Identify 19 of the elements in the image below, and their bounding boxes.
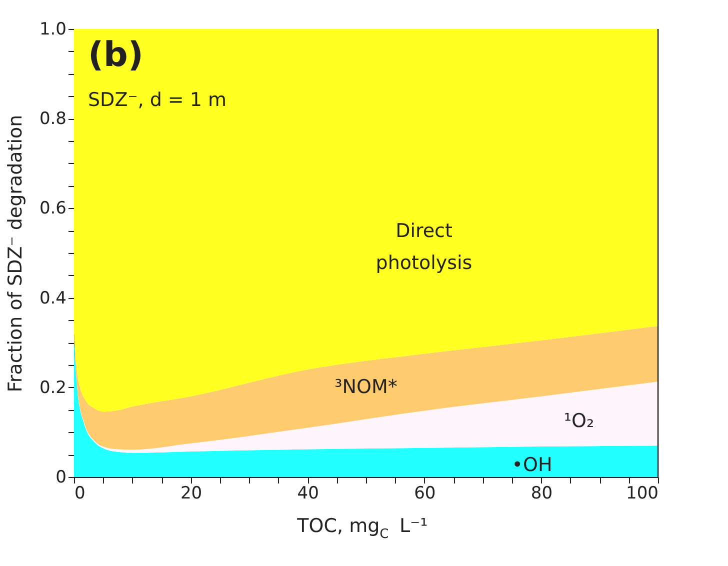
x-tick-label: 40 [297,484,319,504]
series-label: ³NOM* [334,376,398,398]
x-tick-label: 20 [180,484,202,504]
x-tick-label: 0 [74,484,86,504]
y-axis-title: Fraction of SDZ⁻ degradation [4,114,26,392]
y-tick-label: 1.0 [39,20,66,40]
series-label: ¹O₂ [564,410,594,432]
y-tick-label: 0.8 [39,109,66,130]
annotation: SDZ⁻, d = 1 m [88,89,227,111]
series-label: Direct photolysis [376,220,472,274]
series-label: •OH [512,454,552,476]
y-tick-label: 0 [56,468,66,488]
y-tick-label: 0.6 [39,198,66,219]
x-tick-label: 80 [530,484,553,504]
annotation: (b) [88,35,144,75]
y-tick-label: 0.2 [39,378,66,398]
x-tick-label: 100 [626,484,658,504]
y-tick-label: 0.4 [39,288,66,308]
x-tick-label: 60 [414,484,436,504]
